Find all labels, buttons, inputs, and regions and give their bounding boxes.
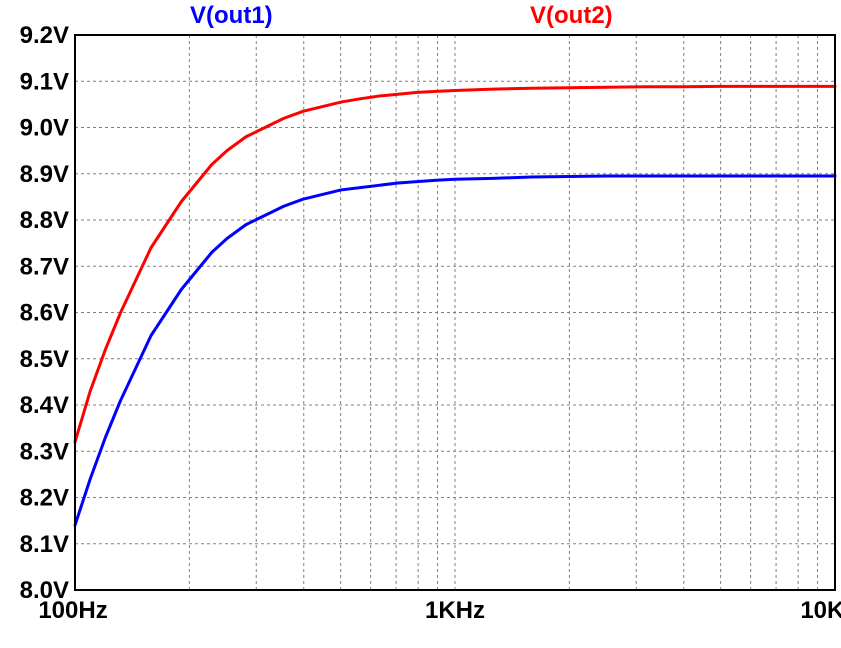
y-tick-label: 8.5V [20,346,69,373]
y-tick-label: 9.1V [20,68,69,95]
y-tick-label: 9.2V [20,22,69,49]
y-tick-label: 8.8V [20,207,69,234]
y-tick-label: 8.2V [20,485,69,512]
y-tick-label: 8.1V [20,531,69,558]
legend-item: V(out1) [190,2,273,30]
line-chart: 8.0V8.1V8.2V8.3V8.4V8.5V8.6V8.7V8.8V8.9V… [0,0,841,648]
legend-item: V(out2) [530,2,613,30]
y-tick-label: 9.0V [20,115,69,142]
x-tick-label: 10KHz [800,597,841,624]
x-tick-label: 100Hz [38,597,107,624]
y-tick-label: 8.4V [20,392,69,419]
y-tick-label: 8.9V [20,161,69,188]
y-tick-label: 8.6V [20,300,69,327]
chart-container: 8.0V8.1V8.2V8.3V8.4V8.5V8.6V8.7V8.8V8.9V… [0,0,841,648]
x-tick-label: 1KHz [425,597,485,624]
y-tick-label: 8.3V [20,438,69,465]
y-tick-label: 8.7V [20,253,69,280]
